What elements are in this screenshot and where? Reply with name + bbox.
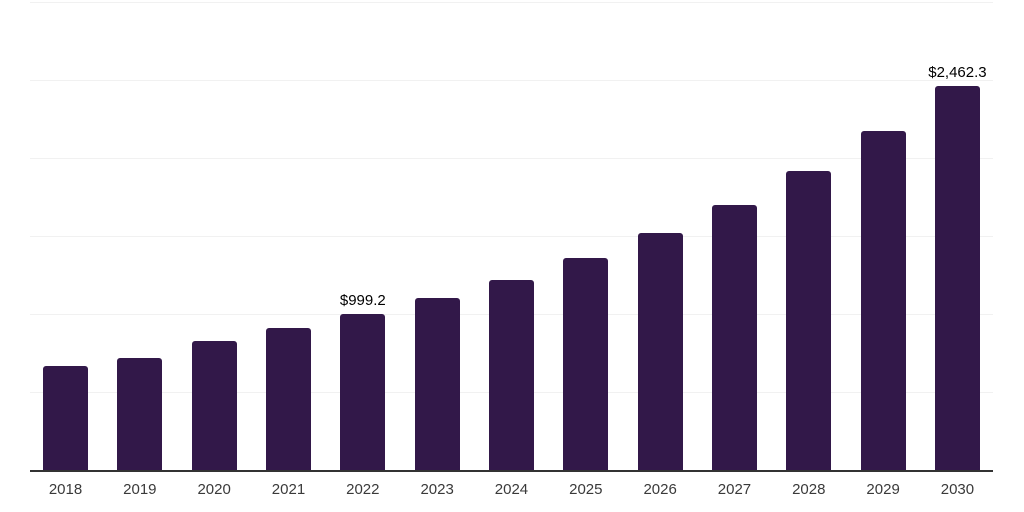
bar-value-label-2022: $999.2 bbox=[339, 292, 386, 310]
bar-2019 bbox=[117, 357, 163, 470]
bar-2027 bbox=[711, 205, 757, 470]
bar-2023 bbox=[414, 297, 460, 470]
gridline-1500 bbox=[30, 236, 993, 237]
bar-2024 bbox=[488, 280, 534, 470]
bar-2030: $2,462.3 bbox=[928, 64, 987, 470]
x-tick-label-2020: 2020 bbox=[197, 481, 231, 498]
bar-2022: $999.2 bbox=[340, 292, 386, 470]
bar-2021 bbox=[265, 327, 311, 470]
plot-area: $999.2 $2,462.3 bbox=[30, 2, 993, 472]
x-tick-label-2024: 2024 bbox=[494, 481, 529, 498]
x-tick-label-2030: 2030 bbox=[940, 481, 975, 498]
x-tick-label-2023: 2023 bbox=[420, 481, 454, 498]
bar-value-label-2030: $2,462.3 bbox=[928, 63, 987, 81]
x-tick-label-2022: 2022 bbox=[346, 481, 380, 498]
x-tick-label-2027: 2027 bbox=[717, 481, 752, 498]
x-tick-label-2029: 2029 bbox=[866, 481, 900, 498]
bar-2029 bbox=[860, 131, 906, 470]
gridline-3000 bbox=[30, 2, 993, 3]
x-tick-label-2019: 2019 bbox=[123, 481, 157, 498]
x-tick-label-2026: 2026 bbox=[643, 481, 677, 498]
bar-2020 bbox=[191, 340, 237, 470]
gridline-2500 bbox=[30, 79, 993, 81]
bar-2018 bbox=[43, 366, 88, 470]
gridline-2000 bbox=[30, 157, 993, 159]
x-tick-label-2025: 2025 bbox=[569, 481, 603, 498]
x-axis-labels: 2018 2019 2020 2021 2022 2023 2024 2025 2026 2027… bbox=[30, 481, 993, 498]
bar-2026 bbox=[637, 232, 683, 470]
x-tick-label-2018: 2018 bbox=[48, 481, 83, 498]
bar-2025 bbox=[563, 257, 609, 470]
bar-2028 bbox=[786, 171, 832, 470]
x-tick-label-2021: 2021 bbox=[271, 481, 306, 498]
bars-row: $999.2 $2,462.3 bbox=[30, 2, 993, 470]
x-tick-label-2028: 2028 bbox=[792, 481, 826, 498]
